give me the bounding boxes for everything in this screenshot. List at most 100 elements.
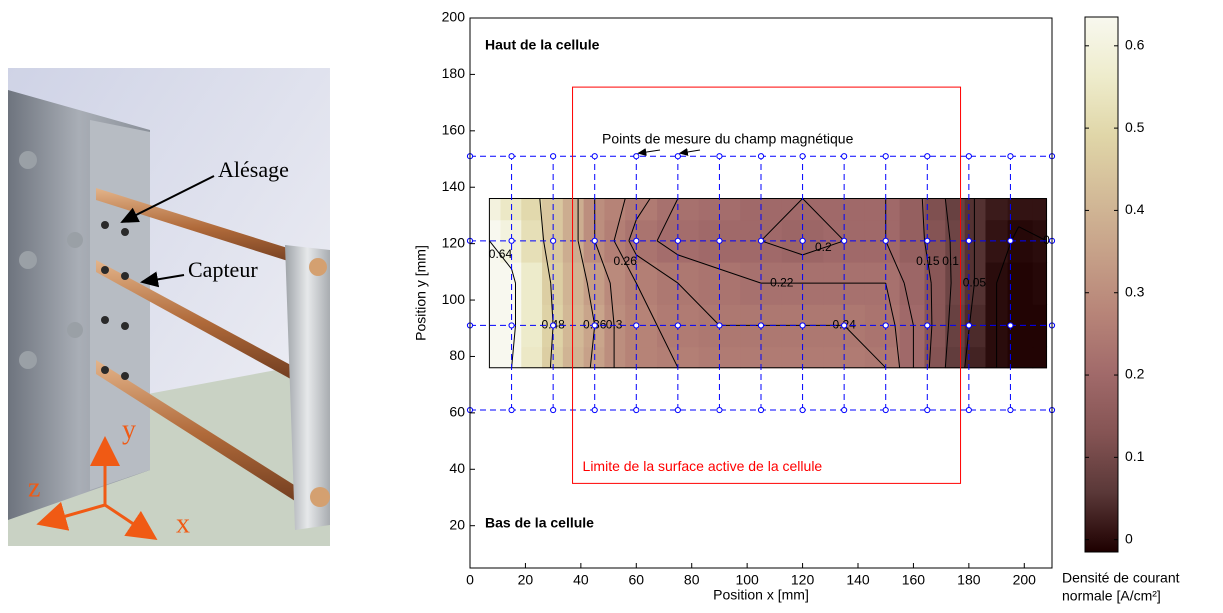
- contour-label: 0.26: [614, 254, 638, 268]
- contour-label: 0.1: [942, 254, 959, 268]
- photo-axis-label: z: [28, 472, 40, 503]
- heat-cell: [985, 198, 1009, 221]
- heat-cell: [604, 346, 626, 369]
- measure-point: [591, 153, 598, 160]
- measure-point: [633, 153, 640, 160]
- heat-cell: [489, 261, 502, 305]
- measure-point: [550, 153, 557, 160]
- heat-cell: [500, 261, 522, 305]
- measure-point: [674, 153, 681, 160]
- measure-point: [882, 406, 889, 414]
- heat-cell: [1032, 304, 1048, 348]
- measure-point: [508, 322, 515, 329]
- measure-point: [508, 237, 515, 244]
- measure-point: [674, 322, 681, 329]
- annotation: Bas de la cellule: [485, 515, 594, 531]
- colorbar-tick-label: 0.2: [1125, 366, 1145, 382]
- colorbar-tick-label: 0.4: [1125, 201, 1145, 217]
- heat-cell: [521, 198, 543, 221]
- x-tick-label: 180: [957, 572, 981, 588]
- measure-point: [924, 322, 931, 329]
- measure-point: [799, 322, 806, 329]
- heat-cell: [562, 261, 585, 305]
- x-tick-label: 20: [518, 572, 534, 588]
- contour-line: [921, 198, 933, 368]
- heat-cell: [899, 346, 926, 369]
- x-tick-label: 140: [846, 572, 870, 588]
- contour-line: [944, 198, 952, 368]
- measure-point: [591, 322, 598, 329]
- y-tick-label: 180: [442, 65, 466, 81]
- heat-cell: [1007, 346, 1034, 369]
- measure-point: [841, 322, 848, 329]
- measure-point: [591, 406, 598, 414]
- measure-point: [757, 153, 765, 160]
- heat-cell: [542, 261, 564, 305]
- heat-cell: [1032, 346, 1048, 369]
- heat-cell: [964, 346, 987, 369]
- measure-point: [674, 406, 681, 414]
- measure-point: [633, 322, 640, 329]
- y-tick-label: 80: [449, 347, 465, 363]
- heat-cell: [625, 261, 658, 305]
- heat-cell: [945, 346, 966, 369]
- measure-point: [882, 322, 889, 329]
- contour-label: 0: [1043, 233, 1050, 247]
- measure-point: [550, 406, 557, 414]
- photo-label: Alésage: [218, 157, 289, 182]
- photo-axis-label: y: [122, 414, 136, 445]
- measure-point: [841, 406, 848, 414]
- colorbar-label: Densité de courant: [1062, 570, 1180, 586]
- measure-point: [799, 406, 806, 414]
- measure-point: [716, 237, 723, 244]
- measure-point: [924, 237, 931, 244]
- measure-point: [965, 153, 972, 160]
- heat-cell: [924, 198, 946, 221]
- y-tick-label: 20: [449, 516, 465, 532]
- heat-cell: [1032, 198, 1048, 221]
- measure-point: [882, 153, 889, 160]
- y-tick-label: 40: [449, 460, 465, 476]
- measure-point: [716, 153, 723, 160]
- colorbar-tick-label: 0.1: [1125, 448, 1145, 464]
- heat-cell: [899, 261, 926, 305]
- colorbar-tick-label: 0.5: [1125, 119, 1145, 135]
- colorbar: [1084, 16, 1119, 553]
- y-tick-label: 120: [442, 234, 466, 250]
- heat-cell: [562, 198, 585, 221]
- heat-cell: [899, 198, 926, 221]
- heat-cell: [864, 346, 901, 369]
- contour-label: 0.15: [916, 254, 940, 268]
- heat-cell: [521, 346, 543, 369]
- x-tick-label: 80: [684, 572, 700, 588]
- heat-cell: [964, 198, 987, 221]
- annotation: Haut de la cellule: [485, 37, 600, 53]
- heat-cell: [1007, 198, 1034, 221]
- heat-cell: [604, 261, 626, 305]
- measure-point: [1007, 406, 1014, 414]
- measure-point: [799, 153, 806, 160]
- heat-cell: [1007, 261, 1034, 305]
- measure-point: [633, 237, 640, 244]
- heat-cell: [985, 219, 1009, 263]
- x-tick-label: 200: [1013, 572, 1037, 588]
- measure-point: [882, 237, 889, 244]
- measure-point: [716, 322, 723, 329]
- measure-point: [757, 237, 765, 244]
- x-tick-label: 0: [466, 572, 474, 588]
- measure-point: [757, 322, 765, 329]
- measure-point: [591, 237, 598, 244]
- y-tick-label: 200: [442, 9, 466, 25]
- measure-point: [1007, 153, 1014, 160]
- measure-point: [716, 406, 723, 414]
- contour-line: [489, 240, 516, 368]
- x-tick-label: 60: [628, 572, 644, 588]
- annotation-arrow: [678, 147, 701, 156]
- photo: Alésage Capteur y z x: [8, 68, 330, 546]
- y-tick-label: 60: [449, 404, 465, 420]
- heat-cell: [625, 346, 658, 369]
- colorbar-tick-label: 0: [1125, 530, 1133, 546]
- contour-plot: 0.640.480.360.30.260.240.220.20.150.10.0…: [413, 9, 1180, 604]
- y-tick-label: 100: [442, 291, 466, 307]
